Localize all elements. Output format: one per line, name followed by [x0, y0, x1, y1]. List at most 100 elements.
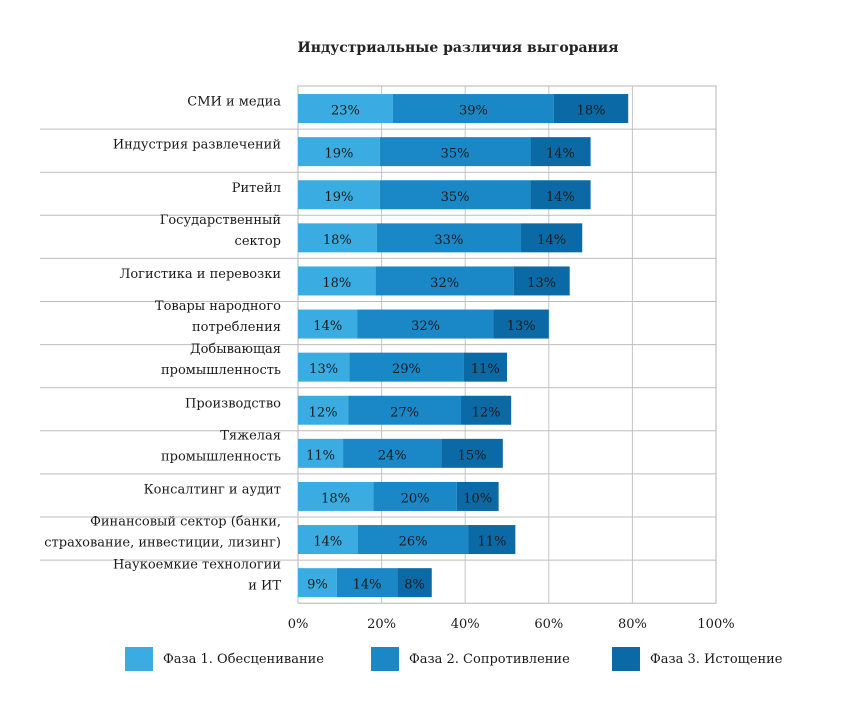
category-label: Индустрия развлечений	[113, 138, 281, 153]
bar-segment-phase-3	[530, 137, 591, 167]
category-label: Производство	[185, 396, 281, 411]
data-label: 18%	[322, 276, 351, 291]
legend-item-phase-3: Фаза 3. Истощение	[612, 646, 783, 672]
bar-segment-phase-3	[513, 266, 570, 296]
data-label: 14%	[353, 578, 382, 593]
bar-segment-phase-1	[298, 137, 380, 167]
category-label: Наукоемкие технологии	[113, 558, 281, 573]
category-label: потребления	[192, 320, 281, 335]
x-tick-label: 0%	[288, 617, 309, 632]
category-label: промышленность	[161, 449, 281, 464]
data-label: 10%	[463, 491, 492, 506]
data-label: 39%	[459, 104, 488, 119]
x-tick-label: 40%	[451, 617, 480, 632]
data-label: 12%	[472, 405, 501, 420]
legend-item-phase-1: Фаза 1. Обесценивание	[125, 646, 324, 672]
bar-segment-phase-1	[298, 309, 358, 339]
bar-segment-phase-1	[298, 94, 393, 124]
data-label: 18%	[321, 491, 350, 506]
data-label: 18%	[323, 233, 352, 248]
data-label: 32%	[430, 276, 459, 291]
legend-label: Фаза 2. Сопротивление	[409, 651, 570, 667]
category-label: Ритейл	[232, 181, 281, 196]
chart-title: Индустриальные различия выгорания	[297, 40, 619, 56]
bar-segment-phase-1	[298, 180, 380, 210]
data-label: 18%	[577, 104, 606, 119]
x-tick-label: 60%	[534, 617, 563, 632]
x-tick-label: 20%	[367, 617, 396, 632]
bar-segment-phase-2	[336, 568, 398, 598]
bar-segment-phase-2	[375, 266, 514, 296]
bar-segment-phase-1	[298, 481, 374, 511]
data-label: 32%	[411, 319, 440, 334]
legend-label: Фаза 1. Обесценивание	[163, 651, 324, 667]
data-label: 27%	[390, 405, 419, 420]
bar-segment-phase-3	[463, 352, 507, 382]
data-label: 33%	[434, 233, 463, 248]
bar-segment-phase-3	[530, 180, 591, 210]
data-label: 14%	[313, 319, 342, 334]
data-label: 15%	[458, 448, 487, 463]
data-label: 29%	[392, 362, 421, 377]
bar-segment-phase-2	[357, 309, 494, 339]
bar-segment-phase-1	[298, 395, 349, 425]
category-label: Финансовый сектор (банки,	[90, 515, 281, 530]
data-label: 35%	[441, 190, 470, 205]
bar-segment-phase-1	[298, 568, 337, 598]
bar-segment-phase-2	[379, 180, 531, 210]
data-label: 11%	[477, 535, 506, 550]
data-label: 19%	[324, 190, 353, 205]
data-label: 13%	[309, 362, 338, 377]
category-label: Государственный	[160, 213, 281, 228]
bar-segment-phase-2	[348, 395, 462, 425]
category-label: Тяжелая	[220, 428, 281, 443]
bar-segment-phase-1	[298, 266, 376, 296]
category-label: Товары народного	[155, 299, 281, 314]
data-label: 13%	[527, 276, 556, 291]
data-label: 14%	[546, 190, 575, 205]
data-label: 12%	[309, 405, 338, 420]
legend-item-phase-2: Фаза 2. Сопротивление	[371, 646, 570, 672]
legend-label: Фаза 3. Истощение	[650, 651, 783, 667]
data-label: 20%	[401, 491, 430, 506]
bar-segment-phase-2	[373, 481, 457, 511]
data-label: 11%	[306, 448, 335, 463]
bar-segment-phase-3	[397, 568, 432, 598]
data-label: 11%	[471, 362, 500, 377]
bar-segment-phase-3	[456, 481, 499, 511]
bar-segment-phase-3	[553, 94, 629, 124]
x-tick-label: 80%	[618, 617, 647, 632]
bar-segment-phase-3	[493, 309, 549, 339]
legend-swatch	[125, 647, 153, 671]
category-label: промышленность	[161, 363, 281, 378]
data-label: 9%	[307, 578, 328, 593]
bar-segment-phase-3	[441, 438, 503, 468]
category-label: сектор	[235, 234, 281, 249]
data-label: 24%	[378, 448, 407, 463]
category-label: Логистика и перевозки	[120, 267, 282, 282]
chart-legend: Фаза 1. Обесценивание Фаза 2. Сопротивлен…	[0, 646, 846, 676]
bar-segment-phase-2	[392, 94, 554, 124]
bar-segment-phase-2	[357, 525, 469, 555]
data-label: 14%	[546, 147, 575, 162]
category-label: Консалтинг и аудит	[144, 482, 281, 497]
legend-swatch	[612, 647, 640, 671]
category-label: страхование, инвестиции, лизинг)	[44, 536, 281, 551]
legend-swatch	[371, 647, 399, 671]
bar-segment-phase-1	[298, 223, 377, 253]
category-label: СМИ и медиа	[187, 95, 281, 110]
bar-segment-phase-2	[376, 223, 522, 253]
data-label: 8%	[404, 578, 425, 593]
category-label: Добывающая	[190, 342, 281, 357]
bar-segment-phase-2	[349, 352, 464, 382]
bar-segment-phase-3	[468, 525, 516, 555]
data-label: 14%	[537, 233, 566, 248]
category-label: и ИТ	[248, 579, 281, 594]
data-label: 26%	[399, 535, 428, 550]
data-label: 35%	[441, 147, 470, 162]
x-tick-label: 100%	[697, 617, 734, 632]
data-label: 23%	[331, 104, 360, 119]
data-label: 19%	[324, 147, 353, 162]
bar-segment-phase-1	[298, 438, 344, 468]
